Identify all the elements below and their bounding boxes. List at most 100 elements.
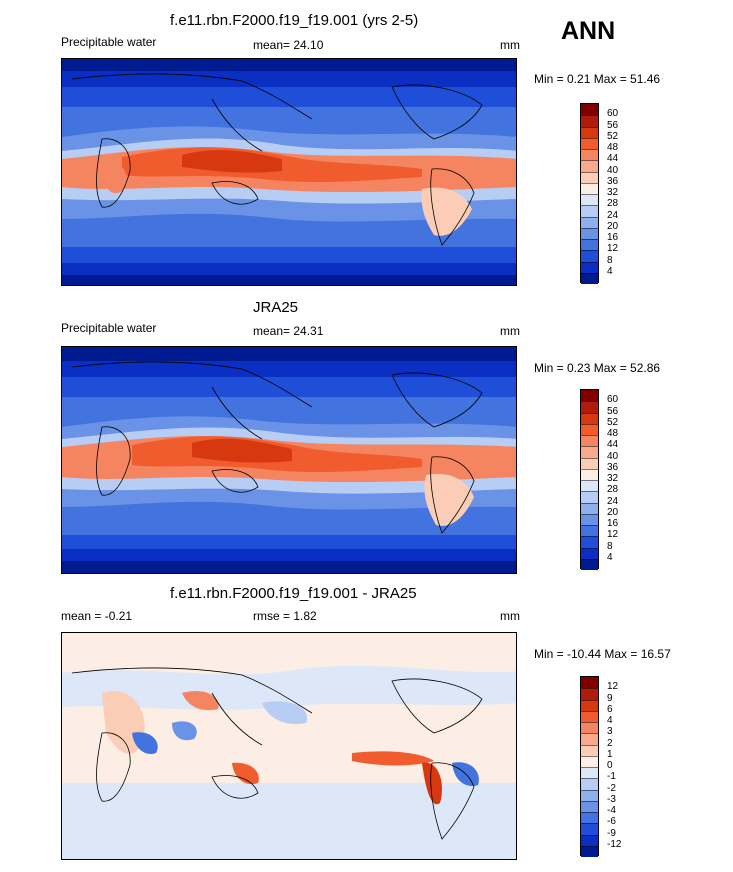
colorbar-segment (581, 401, 598, 413)
colorbar-tick-label: 2 (607, 737, 613, 749)
colorbar-tick-label: -9 (607, 827, 616, 839)
colorbar-tick-label: 9 (607, 692, 613, 704)
colorbar-tick-label: 40 (607, 450, 619, 462)
colorbar-tick-label: 28 (607, 198, 619, 210)
colorbar-segment (581, 250, 598, 262)
colorbar-segment (581, 239, 598, 251)
colorbar-tick-label: 56 (607, 405, 619, 417)
colorbar-tick-label: 8 (607, 540, 613, 552)
colorbar-segment (581, 194, 598, 206)
colorbar-segment (581, 767, 598, 779)
colorbar-segment (581, 205, 598, 217)
colorbar-tick-label: -1 (607, 771, 616, 783)
minmax-label-model: Min = 0.21 Max = 51.46 (534, 72, 661, 86)
colorbar-tick-label: 4 (607, 715, 613, 726)
colorbar-segment (581, 137, 598, 149)
colorbar-tick-label: 36 (607, 461, 619, 473)
colorbar-segment (581, 115, 598, 127)
colorbar-segment (581, 525, 598, 537)
panel-title-diff: f.e11.rbn.F2000.f19_f19.001 - JRA25 (170, 585, 417, 602)
colorbar-tick-label: 32 (607, 187, 619, 198)
colorbar-segment (581, 457, 598, 469)
season-label: ANN (561, 17, 616, 45)
colorbar-tick-label: -2 (607, 782, 616, 794)
colorbar-tick-label: 0 (607, 760, 613, 771)
colorbar-tick-label: 24 (607, 495, 619, 507)
colorbar-segment (581, 722, 598, 734)
colorbar-segment (581, 800, 598, 812)
colorbar-tick-label: 48 (607, 142, 619, 153)
colorbar-segment (581, 834, 598, 846)
map-model (61, 58, 517, 286)
colorbar-tick-label: 4 (607, 551, 613, 563)
colorbar-tick-label: 12 (607, 529, 619, 541)
colorbar-segment (581, 755, 598, 767)
colorbar-segment (581, 261, 598, 273)
colorbar-tick-label: 32 (607, 473, 619, 484)
colorbar-segment (581, 126, 598, 138)
colorbar-obs (580, 389, 599, 570)
colorbar-segment (581, 390, 598, 402)
colorbar-segment (581, 710, 598, 722)
units-label-obs: mm (500, 324, 520, 338)
colorbar-segment (581, 789, 598, 801)
colorbar-tick-label: 16 (607, 232, 619, 243)
mean-label-diff: mean = -0.21 (61, 609, 133, 623)
map-obs (61, 346, 517, 574)
mean-label-model: mean= 24.10 (253, 38, 324, 52)
colorbar-tick-label: -4 (607, 805, 616, 816)
map-diff (61, 632, 517, 860)
colorbar-segment (581, 688, 598, 700)
colorbar-segment (581, 468, 598, 480)
colorbar-segment (581, 171, 598, 183)
colorbar-segment (581, 558, 598, 570)
colorbar-segment (581, 502, 598, 514)
colorbar-segment (581, 423, 598, 435)
colorbar-segment (581, 733, 598, 745)
mean-label-obs: mean= 24.31 (253, 324, 324, 338)
colorbar-segment (581, 491, 598, 503)
panel-title-model: f.e11.rbn.F2000.f19_f19.001 (yrs 2-5) (170, 12, 419, 29)
colorbar-segment (581, 536, 598, 548)
colorbar-tick-label: 60 (607, 108, 619, 120)
variable-label-model: Precipitable water (61, 35, 157, 49)
minmax-label-diff: Min = -10.44 Max = 16.57 (534, 647, 671, 661)
colorbar-tick-label: 56 (607, 119, 619, 131)
colorbar-tick-label: 44 (607, 439, 619, 451)
colorbar-tick-label: -12 (607, 838, 622, 850)
colorbar-segment (581, 216, 598, 228)
colorbar-tick-label: 48 (607, 428, 619, 439)
colorbar-tick-label: 52 (607, 416, 619, 428)
colorbar-segment (581, 744, 598, 756)
colorbar-segment (581, 149, 598, 161)
colorbar-tick-label: 36 (607, 175, 619, 187)
panel-title-obs: JRA25 (253, 299, 299, 316)
colorbar-segment (581, 845, 598, 857)
colorbar-segment (581, 823, 598, 835)
colorbar-tick-label: 20 (607, 220, 619, 232)
colorbar-tick-label: 12 (607, 243, 619, 255)
colorbar-tick-label: 44 (607, 153, 619, 165)
colorbar-tick-label: -3 (607, 793, 616, 805)
colorbar-tick-label: 24 (607, 209, 619, 221)
colorbar-tick-label: 20 (607, 506, 619, 518)
colorbar-tick-label: 40 (607, 164, 619, 176)
colorbar-segment (581, 446, 598, 458)
colorbar-model (580, 103, 599, 284)
colorbar-segment (581, 182, 598, 194)
colorbar-segment (581, 104, 598, 116)
colorbar-tick-label: -6 (607, 816, 616, 828)
colorbar-tick-label: 52 (607, 130, 619, 142)
rmse-label-diff: rmse = 1.82 (253, 609, 317, 623)
colorbar-tick-label: 28 (607, 484, 619, 496)
colorbar-tick-label: 6 (607, 703, 613, 715)
units-label-model: mm (500, 38, 520, 52)
colorbar-segment (581, 227, 598, 239)
colorbar-segment (581, 272, 598, 284)
colorbar-tick-label: 4 (607, 265, 613, 277)
colorbar-tick-label: 3 (607, 726, 613, 738)
colorbar-segment (581, 480, 598, 492)
minmax-label-obs: Min = 0.23 Max = 52.86 (534, 361, 661, 375)
colorbar-tick-label: 60 (607, 394, 619, 406)
colorbar-segment (581, 412, 598, 424)
